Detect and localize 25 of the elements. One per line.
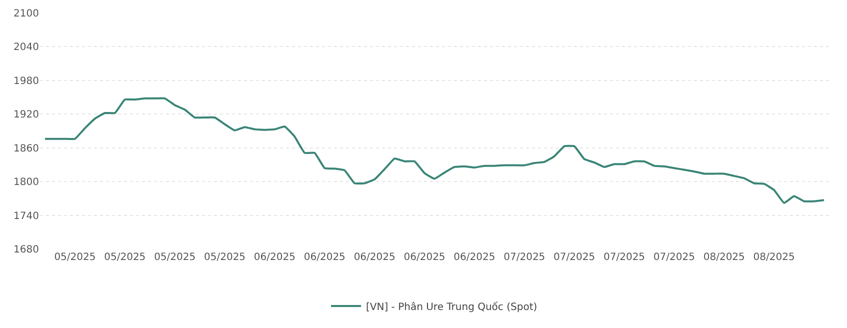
x-tick-label: 05/2025	[54, 252, 96, 263]
x-tick-label: 07/2025	[603, 252, 646, 263]
x-tick-label: 07/2025	[653, 252, 695, 263]
x-tick-label: 05/2025	[104, 252, 146, 263]
y-tick-label: 1980	[14, 76, 39, 87]
y-tick-label: 1800	[14, 177, 39, 188]
y-tick-label: 2040	[14, 42, 39, 54]
x-tick-label: 06/2025	[404, 252, 446, 263]
x-tick-label: 05/2025	[154, 252, 196, 263]
line-series	[44, 97, 826, 204]
x-tick-label: 05/2025	[204, 252, 246, 263]
y-tick-label: 1740	[14, 210, 39, 222]
y-tick-label: 1860	[14, 143, 39, 154]
x-tick-label: 07/2025	[554, 252, 596, 263]
y-tick-label: 1680	[14, 244, 39, 256]
x-tick-label: 08/2025	[703, 252, 745, 263]
x-tick-label: 07/2025	[504, 252, 546, 263]
x-tick-label: 06/2025	[304, 252, 346, 263]
x-tick-label: 06/2025	[254, 252, 296, 263]
legend-label: [VN] - Phân Ure Trung Quốc (Spot)	[366, 300, 538, 313]
x-tick-label: 08/2025	[753, 252, 795, 263]
x-tick-label: 06/2025	[354, 252, 396, 263]
y-tick-label: 1920	[14, 110, 39, 121]
x-tick-label: 06/2025	[454, 252, 496, 263]
y-tick-label: 2100	[14, 8, 39, 20]
